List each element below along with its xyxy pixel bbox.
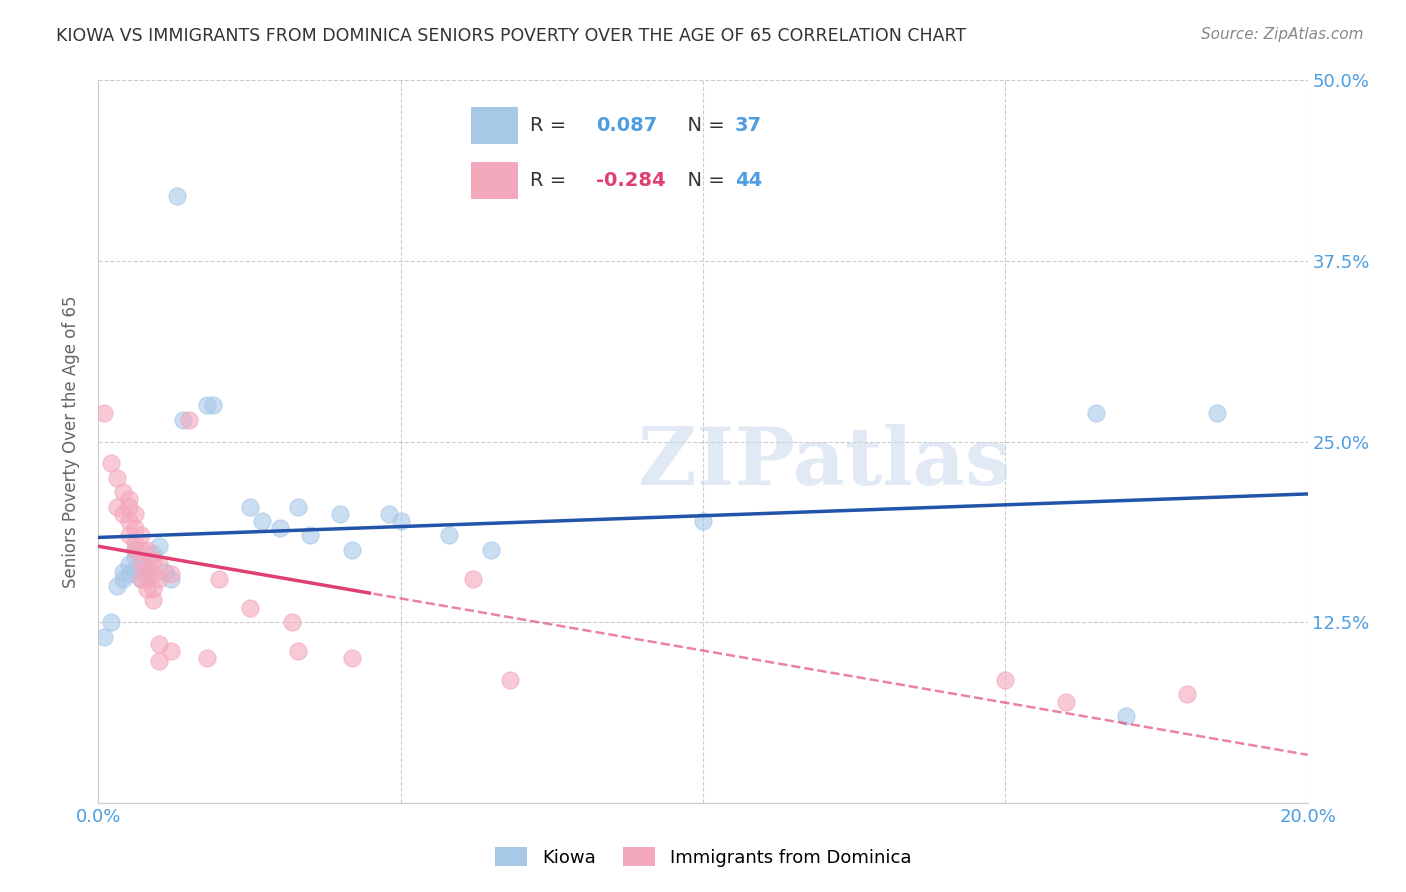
Point <box>389 514 412 528</box>
Point <box>1175 687 1198 701</box>
Point <box>135 542 157 557</box>
Point <box>208 572 231 586</box>
Point <box>111 572 134 586</box>
Point <box>124 542 146 557</box>
Point <box>105 500 128 514</box>
Point <box>105 579 128 593</box>
Point <box>111 565 134 579</box>
Point <box>93 630 115 644</box>
Point <box>129 528 152 542</box>
Point <box>1115 709 1137 723</box>
Point <box>172 413 194 427</box>
Point <box>124 562 146 576</box>
Point <box>148 654 170 668</box>
Point <box>195 651 218 665</box>
Point <box>148 539 170 553</box>
Point <box>129 558 152 572</box>
Text: KIOWA VS IMMIGRANTS FROM DOMINICA SENIORS POVERTY OVER THE AGE OF 65 CORRELATION: KIOWA VS IMMIGRANTS FROM DOMINICA SENIOR… <box>56 27 966 45</box>
Point <box>481 542 503 557</box>
Point <box>148 558 170 572</box>
Point <box>142 567 165 582</box>
Point <box>135 567 157 582</box>
Point <box>124 521 146 535</box>
Point <box>142 582 165 596</box>
Point <box>118 558 141 572</box>
Point <box>100 615 122 630</box>
Point <box>1085 406 1108 420</box>
Point <box>124 507 146 521</box>
Point <box>287 644 309 658</box>
Point <box>287 500 309 514</box>
Point <box>105 470 128 484</box>
Point <box>250 514 273 528</box>
Point <box>129 553 152 567</box>
Point <box>377 507 399 521</box>
Point <box>124 542 146 557</box>
Point <box>142 553 165 567</box>
Point <box>160 644 183 658</box>
Point <box>118 528 141 542</box>
Text: ZIPatlas: ZIPatlas <box>638 425 1010 502</box>
Point <box>994 673 1017 687</box>
Point <box>118 567 141 582</box>
Point <box>329 507 352 521</box>
Point <box>153 565 176 579</box>
Point <box>498 673 520 687</box>
Point <box>111 507 134 521</box>
Point <box>160 572 183 586</box>
Point <box>281 615 304 630</box>
Point <box>1206 406 1229 420</box>
Point <box>118 514 141 528</box>
Point <box>129 542 152 557</box>
Point <box>93 406 115 420</box>
Point <box>160 567 183 582</box>
Point <box>195 398 218 412</box>
Point <box>129 572 152 586</box>
Point <box>124 550 146 565</box>
Point <box>118 492 141 507</box>
Point <box>124 535 146 549</box>
Point <box>142 593 165 607</box>
Point <box>100 456 122 470</box>
Point <box>342 651 364 665</box>
Point <box>135 572 157 586</box>
Point <box>342 542 364 557</box>
Point <box>239 600 262 615</box>
Point <box>148 572 170 586</box>
Point <box>202 398 225 412</box>
Point <box>129 572 152 586</box>
Point <box>179 413 201 427</box>
Point <box>299 528 322 542</box>
Point <box>135 582 157 596</box>
Point <box>463 572 485 586</box>
Point <box>692 514 714 528</box>
Point <box>118 500 141 514</box>
Point <box>269 521 291 535</box>
Point <box>135 562 157 576</box>
Y-axis label: Seniors Poverty Over the Age of 65: Seniors Poverty Over the Age of 65 <box>62 295 80 588</box>
Point <box>142 547 165 561</box>
Legend: Kiowa, Immigrants from Dominica: Kiowa, Immigrants from Dominica <box>488 840 918 874</box>
Point <box>111 485 134 500</box>
Point <box>166 189 188 203</box>
Point <box>239 500 262 514</box>
Point <box>148 637 170 651</box>
Point <box>437 528 460 542</box>
Point <box>135 562 157 576</box>
Text: Source: ZipAtlas.com: Source: ZipAtlas.com <box>1201 27 1364 42</box>
Point <box>1054 695 1077 709</box>
